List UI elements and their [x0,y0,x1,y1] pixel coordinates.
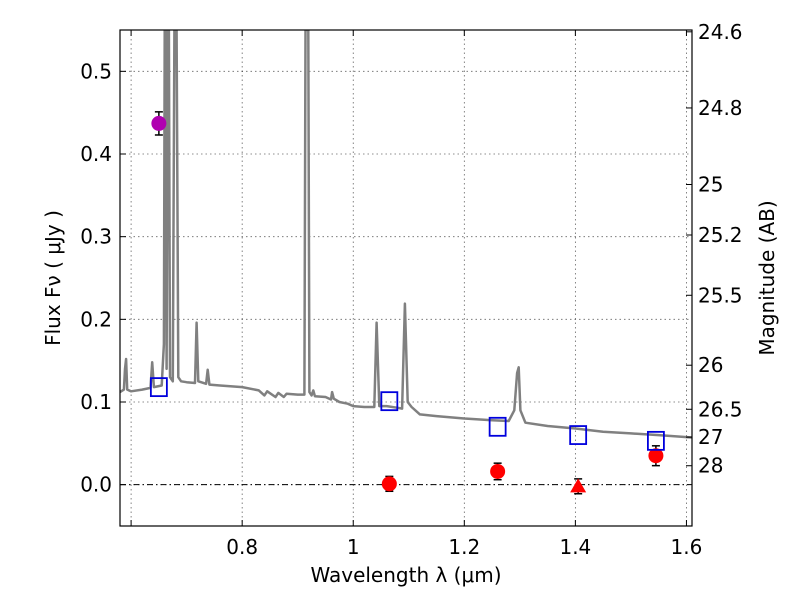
y-tick-label: 0.5 [80,59,112,83]
y-tick-label: 0.1 [80,390,112,414]
y2-tick-label: 25 [698,173,723,197]
y2-axis-label: Magnitude (AB) [755,200,779,355]
spectrum-line [120,30,692,439]
grid-lines [120,30,692,526]
data-point [381,476,397,492]
y2-tick-label: 24.6 [698,20,743,44]
data-point [490,463,506,479]
x-tick-label: 1.4 [559,535,591,559]
y2-tick-label: 27 [698,425,723,449]
model-band-point [569,425,588,445]
y2-tick-label: 26.5 [698,397,743,421]
x-axis-label: Wavelength λ (μm) [310,563,501,587]
y2-tick-label: 25.5 [698,283,743,307]
axes: 0.8 1 1.2 1.4 1.6 0.0 0.1 0.2 0.3 0.4 0.5 24.6 24.8 2… [80,20,742,559]
y2-tick-label: 24.8 [698,96,743,120]
y-tick-label: 0.0 [80,473,112,497]
model-spectrum [120,30,692,439]
model-band-point [149,377,168,398]
plot-frame [119,29,693,527]
model-band-point [380,391,399,412]
y2-tick-label: 28 [698,454,723,478]
y-tick-label: 0.3 [80,225,112,249]
model-band-point [488,416,507,437]
y2-tick-label: 25.2 [698,223,743,247]
model-band-point [647,430,665,451]
x-tick-label: 0.8 [226,535,258,559]
y2-tick-label: 26 [698,353,723,377]
y-tick-label: 0.2 [80,307,112,331]
x-tick-label: 1.2 [448,535,480,559]
data-point [151,115,167,131]
x-tick-label: 1 [347,535,360,559]
x-tick-label: 1.6 [671,535,703,559]
data-point [648,448,664,464]
photometry-points [149,111,665,495]
upper-limit-point [570,478,587,493]
y-tick-label: 0.4 [80,142,112,166]
y-axis-label: Flux Fν ( μJy ) [41,210,65,346]
